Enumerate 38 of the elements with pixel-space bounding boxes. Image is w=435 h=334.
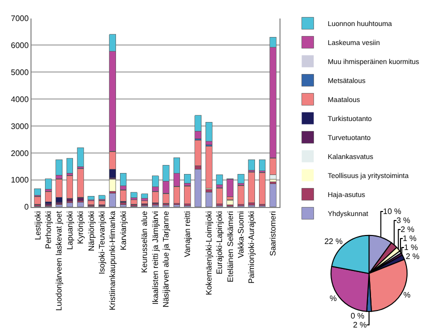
- x-tick-label: Eteläinen Selkämeri: [226, 210, 235, 282]
- data-label: 3 %: [396, 216, 410, 225]
- data-label: 1 %: [402, 234, 417, 243]
- data-label: 2 %: [353, 320, 367, 330]
- x-tick-label: Vakka-Suomi: [236, 210, 246, 258]
- y-tick-label: 7000: [10, 14, 30, 24]
- y-tick-label: 5000: [10, 68, 30, 77]
- y-tick-label: 4000: [10, 94, 30, 104]
- y-tick-label: 1000: [10, 176, 30, 185]
- x-tick-label: Keurusselän alue: [140, 210, 150, 273]
- x-tick-label: Närpiönjoki: [86, 210, 96, 252]
- x-tick-label: Kokemäenjoki-Loimijoki: [204, 210, 214, 296]
- y-tick-label: 0: [24, 202, 30, 212]
- data-label: 2 %: [406, 252, 420, 261]
- data-label: 1 %: [404, 242, 418, 252]
- data-label: 2 %: [400, 224, 414, 234]
- x-tick-label: Isojoki-Teuvanjoki: [97, 210, 106, 274]
- x-tick-label: Luodonjärveen laskevat joet: [54, 210, 64, 311]
- text: 0 %: [350, 311, 364, 320]
- data-label: %: [403, 290, 411, 300]
- y-tick-label: 3000: [10, 122, 30, 131]
- x-tick-label: Ikaalisten reitti ja Jämijärvi: [150, 210, 160, 304]
- x-tick-label: Vanajan reitti: [183, 210, 192, 258]
- x-tick-label: Kyrönjoki: [76, 210, 86, 244]
- y-tick-label: 6000: [10, 41, 30, 50]
- x-tick-label: Kristiinankaupunki-Himanka: [108, 210, 118, 310]
- data-label: 10 %: [383, 206, 402, 216]
- data-label: 22 %: [324, 236, 343, 246]
- x-tick-label: Eurajoki-Lapinjoki: [215, 210, 224, 274]
- x-tick-label: Karvianjoki: [118, 210, 128, 250]
- x-tick-label: Lapuanjoki: [65, 210, 74, 250]
- x-tick-label: Saaristomeri: [268, 210, 278, 256]
- x-tick-label: Lestijoki: [33, 210, 42, 240]
- data-label: %: [330, 294, 337, 303]
- x-tick-label: Paimionjoki-Aurajoki: [247, 210, 256, 284]
- x-tick-label: Näsijärven alue ja Tarjanne: [162, 210, 171, 308]
- y-tick-label: 2000: [10, 148, 30, 158]
- x-tick-label: Perhonjoki: [44, 210, 53, 249]
